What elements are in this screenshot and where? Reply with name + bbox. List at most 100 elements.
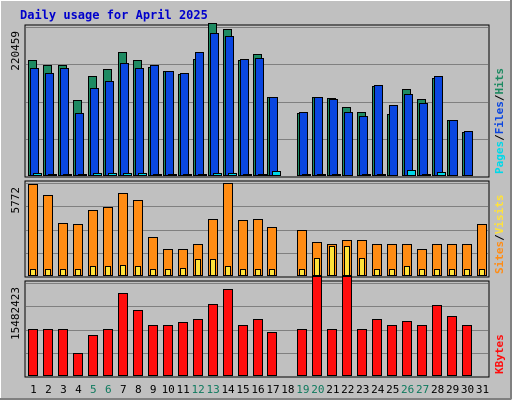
x-tick-label: 22	[341, 383, 354, 396]
x-tick-label: 17	[266, 383, 279, 396]
legend-text: Pages/Files/Hits	[493, 68, 506, 174]
bar-pages-day-2	[48, 174, 57, 176]
bar-sites-day-7	[118, 193, 128, 276]
x-tick-label: 19	[296, 383, 309, 396]
legend-item-hits: Hits	[493, 68, 506, 95]
bar-kbytes-day-25	[387, 325, 397, 376]
bar-visits-day-11	[180, 268, 186, 276]
x-tick-label: 2	[45, 383, 52, 396]
bar-files-day-12	[195, 52, 204, 176]
bar-files-day-25	[389, 105, 398, 176]
bar-files-day-29	[449, 120, 458, 176]
legend-text: KBytes	[493, 334, 506, 374]
bars	[28, 183, 487, 276]
bar-kbytes-day-4	[73, 353, 83, 376]
x-tick-label: 1	[30, 383, 37, 396]
bar-files-day-7	[120, 63, 129, 176]
bar-visits-day-14	[225, 266, 231, 276]
bar-sites-day-16	[253, 219, 263, 276]
bar-kbytes-day-16	[253, 319, 263, 376]
legend: Pages/Files/Hits	[493, 68, 506, 174]
bar-files-day-21	[329, 99, 338, 176]
x-tick-label: 13	[206, 383, 219, 396]
x-tick-label: 5	[90, 383, 97, 396]
bar-kbytes-day-3	[58, 329, 68, 376]
x-tick-label: 27	[416, 383, 429, 396]
x-tick-label: 16	[251, 383, 264, 396]
bar-visits-day-16	[255, 269, 261, 276]
bar-sites-day-14	[223, 183, 233, 276]
bar-visits-day-6	[105, 266, 111, 276]
bar-kbytes-day-2	[43, 329, 53, 376]
bars	[28, 23, 473, 176]
bar-visits-day-5	[90, 266, 96, 276]
bar-kbytes-day-9	[148, 325, 158, 376]
bar-kbytes-day-27	[417, 325, 427, 376]
bar-sites-day-2	[43, 195, 53, 276]
bar-visits-day-22	[344, 246, 350, 276]
bar-pages-day-1	[33, 173, 42, 176]
bar-visits-day-28	[434, 269, 440, 276]
bar-pages-day-5	[93, 173, 102, 176]
bar-pages-day-9	[153, 174, 162, 176]
bar-pages-day-23	[362, 174, 371, 176]
bar-files-day-4	[75, 113, 84, 176]
x-tick-label: 31	[476, 383, 489, 396]
bar-sites-day-1	[28, 184, 38, 276]
bar-pages-day-6	[108, 173, 117, 176]
x-tick-label: 3	[60, 383, 67, 396]
bar-files-day-6	[105, 81, 114, 176]
x-tick-label: 26	[401, 383, 414, 396]
bar-pages-day-27	[422, 174, 431, 176]
bar-kbytes-day-29	[447, 316, 457, 376]
x-tick-label: 21	[326, 383, 339, 396]
bar-kbytes-day-24	[372, 319, 382, 376]
bar-visits-day-21	[329, 246, 335, 276]
x-tick-label: 4	[75, 383, 82, 396]
x-tick-label: 24	[371, 383, 385, 396]
bar-kbytes-day-26	[402, 321, 412, 376]
y-max-label: 220459	[9, 31, 22, 71]
chart-title: Daily usage for April 2025	[20, 8, 208, 22]
bar-visits-day-2	[45, 269, 51, 276]
bar-files-day-14	[225, 36, 234, 176]
bar-visits-day-13	[210, 259, 216, 276]
bar-visits-day-24	[374, 269, 380, 276]
bar-visits-day-7	[120, 265, 126, 276]
bar-files-day-19	[299, 112, 308, 176]
bar-visits-day-31	[479, 269, 485, 276]
x-tick-label: 8	[135, 383, 142, 396]
x-tick-label: 12	[192, 383, 205, 396]
panel-visits-sites: 5772 Sites/Visits	[9, 180, 506, 278]
bar-kbytes-day-17	[267, 332, 277, 376]
x-tick-label: 20	[311, 383, 324, 396]
bar-visits-day-3	[60, 269, 66, 276]
bar-visits-day-8	[135, 266, 141, 276]
legend: KBytes	[493, 334, 506, 374]
bar-visits-day-26	[404, 266, 410, 276]
bar-files-day-23	[359, 116, 368, 176]
bar-sites-day-8	[133, 200, 143, 276]
bar-kbytes-day-10	[163, 325, 173, 376]
legend-item-pages: Pages	[493, 141, 506, 174]
bar-sites-day-6	[103, 207, 113, 276]
legend: Sites/Visits	[493, 195, 506, 275]
legend-separator: /	[493, 134, 506, 141]
bar-files-day-24	[374, 85, 383, 176]
bar-visits-day-20	[314, 258, 320, 276]
x-tick-label: 15	[236, 383, 249, 396]
bar-pages-day-16	[258, 174, 267, 176]
x-tick-label: 11	[177, 383, 190, 396]
bar-files-day-8	[135, 68, 144, 176]
bar-files-day-22	[344, 112, 353, 176]
bar-pages-day-15	[243, 174, 252, 176]
bar-sites-day-3	[58, 223, 68, 276]
bar-visits-day-10	[165, 269, 171, 276]
bar-visits-day-25	[389, 269, 395, 276]
bar-pages-day-3	[63, 174, 72, 176]
bar-kbytes-day-12	[193, 319, 203, 376]
bar-files-day-26	[404, 94, 413, 176]
bar-kbytes-day-5	[88, 335, 98, 376]
